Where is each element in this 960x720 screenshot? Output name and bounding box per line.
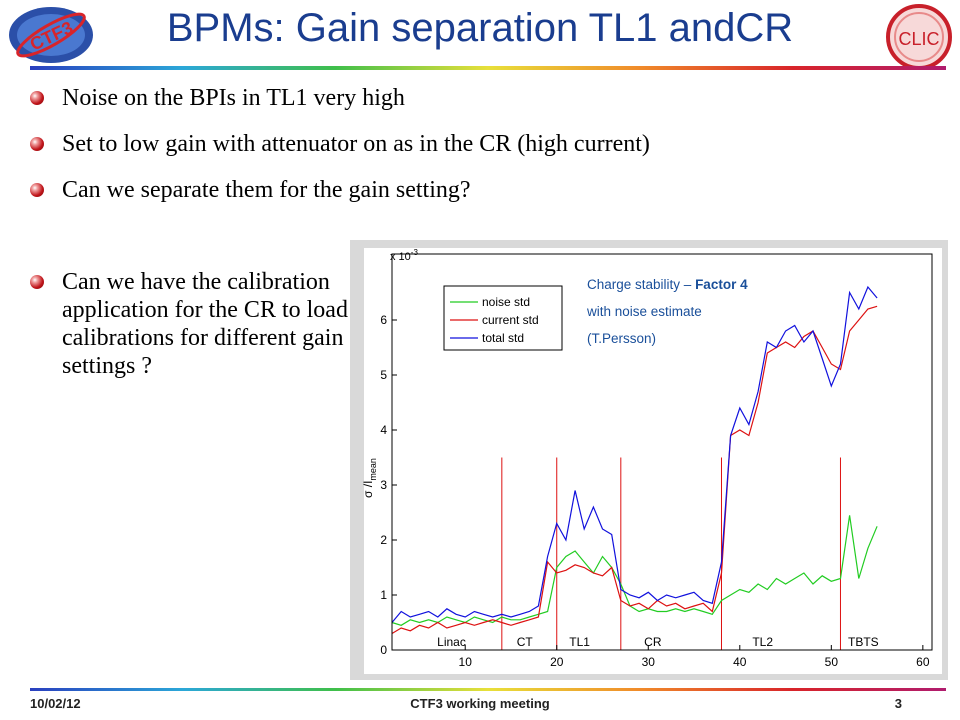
bullet-text: Set to low gain with attenuator on as in… xyxy=(62,131,650,157)
legend: noise std current std total std xyxy=(443,285,563,351)
annotation-line1: Charge stability – Factor 4 xyxy=(587,277,748,292)
footer: 10/02/12 CTF3 working meeting 3 xyxy=(0,692,960,716)
legend-box xyxy=(443,285,563,351)
y-tick-label: 1 xyxy=(380,588,387,602)
bullet-dot-icon xyxy=(30,137,44,151)
legend-label-total: total std xyxy=(482,331,524,345)
series-line-noise-std xyxy=(391,515,878,626)
region-label: TL2 xyxy=(752,635,773,649)
x-tick-label: 30 xyxy=(642,655,656,669)
bullet-dot-icon xyxy=(30,91,44,105)
plot-frame xyxy=(391,253,933,651)
y-multiplier: x 10-3 xyxy=(390,248,418,263)
x-tick-label: 60 xyxy=(916,655,930,669)
bullet-item: Can we have the calibration application … xyxy=(30,268,350,380)
bullet-dot-icon xyxy=(30,183,44,197)
region-label: CT xyxy=(517,635,534,649)
y-tick-label: 2 xyxy=(380,533,387,547)
annotation-line3: (T.Persson) xyxy=(587,331,656,346)
y-tick-label: 3 xyxy=(380,478,387,492)
y-tick-label: 4 xyxy=(380,423,387,437)
chart-annotation: Charge stability – Factor 4 with noise e… xyxy=(586,277,748,346)
bullet-item: Noise on the BPIs in TL1 very high xyxy=(30,84,930,112)
y-tick-label: 0 xyxy=(380,643,387,657)
ctf3-logo: CTF3 xyxy=(9,7,93,63)
title-underline xyxy=(30,66,946,70)
bullet-item: Can we separate them for the gain settin… xyxy=(30,176,930,204)
footer-meeting: CTF3 working meeting xyxy=(410,696,550,711)
bullet-item: Set to low gain with attenuator on as in… xyxy=(30,130,930,158)
bullet-text: Noise on the BPIs in TL1 very high xyxy=(62,85,405,111)
annotation-prefix: Charge stability – xyxy=(587,277,695,292)
clic-logo-text: CLIC xyxy=(898,29,939,49)
x-tick-label: 40 xyxy=(733,655,747,669)
region-label: TBTS xyxy=(848,635,879,649)
bullet-dot-icon xyxy=(30,275,44,289)
footer-line xyxy=(30,688,946,691)
annotation-line2: with noise estimate xyxy=(586,304,702,319)
annotation-bold: Factor 4 xyxy=(695,277,748,292)
chart-frame: 10 20 30 40 50 60 0 1 2 3 4 5 6 Linac CT TL1 CR TL2 TBTS n… xyxy=(350,240,948,680)
region-label: TL1 xyxy=(569,635,590,649)
series-line-total-std xyxy=(391,285,878,623)
bullet-text: Can we separate them for the gain settin… xyxy=(62,177,471,203)
y-tick-label: 5 xyxy=(380,368,387,382)
charge-stability-chart: 10 20 30 40 50 60 0 1 2 3 4 5 6 Linac CT TL1 CR TL2 TBTS n… xyxy=(361,248,942,674)
bullet-list: Noise on the BPIs in TL1 very high Set t… xyxy=(30,84,930,222)
legend-label-current: current std xyxy=(482,313,539,327)
legend-label-noise: noise std xyxy=(482,295,530,309)
side-bullet-text: Can we have the calibration application … xyxy=(62,269,348,379)
region-label: Linac xyxy=(437,635,466,649)
series-line-current-std xyxy=(391,305,878,635)
clic-logo: CLIC xyxy=(886,4,952,70)
side-bullet: Can we have the calibration application … xyxy=(30,268,350,380)
y-axis-label: σ /Imean xyxy=(361,458,378,498)
x-tick-label: 10 xyxy=(459,655,473,669)
slide-title: BPMs: Gain separation TL1 andCR xyxy=(166,6,794,50)
x-tick-label: 20 xyxy=(550,655,564,669)
y-tick-label: 6 xyxy=(380,313,387,327)
x-tick-label: 50 xyxy=(825,655,839,669)
footer-date: 10/02/12 xyxy=(30,696,81,711)
region-label: CR xyxy=(644,635,662,649)
footer-page-number: 3 xyxy=(894,696,902,711)
